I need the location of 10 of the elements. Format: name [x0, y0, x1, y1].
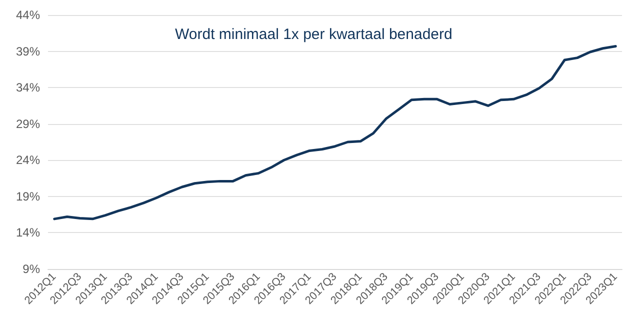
- y-tick-label: 39%: [16, 44, 40, 58]
- text: Wordt minimaal 1x per kwartaal benaderd: [175, 26, 452, 43]
- y-tick-label: 44%: [16, 8, 40, 22]
- y-tick-label: 29%: [16, 116, 40, 131]
- y-tick-label: 9%: [22, 262, 40, 276]
- y-tick-label: 34%: [16, 80, 40, 95]
- y-tick-label: 19%: [16, 189, 40, 204]
- line-series: [53, 44, 617, 220]
- y-tick-label: 14%: [16, 226, 40, 240]
- y-tick-label: 24%: [16, 153, 40, 168]
